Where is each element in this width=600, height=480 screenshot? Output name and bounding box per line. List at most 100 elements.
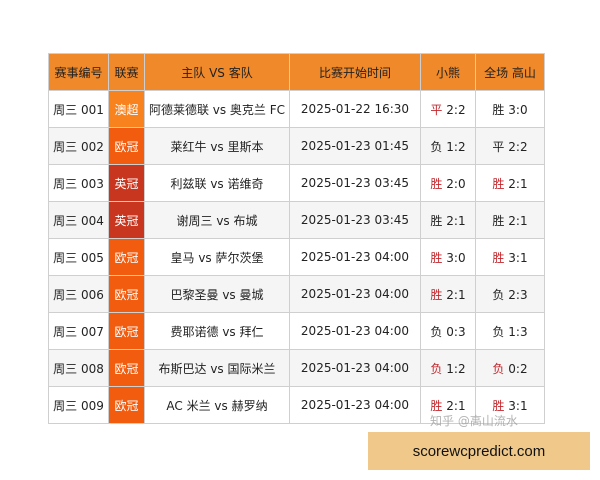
result-label: 平 xyxy=(492,139,505,154)
table-row: 周三 003 英冠 利兹联 vs 诺维奇 2025-01-23 03:45 胜 … xyxy=(48,164,545,202)
league-badge: 欧冠 xyxy=(108,127,145,165)
match-teams: 谢周三 vs 布城 xyxy=(144,201,290,239)
score: 2:2 xyxy=(508,139,528,154)
match-teams: 利兹联 vs 诺维奇 xyxy=(144,164,290,202)
gaoshan-result: 胜 2:1 xyxy=(475,201,545,239)
match-time: 2025-01-23 03:45 xyxy=(289,201,421,239)
match-id: 周三 004 xyxy=(48,201,109,239)
score: 2:0 xyxy=(446,176,466,191)
score: 2:3 xyxy=(508,287,528,302)
match-teams: AC 米兰 vs 赫罗纳 xyxy=(144,386,290,424)
match-time: 2025-01-23 04:00 xyxy=(289,312,421,350)
xiaoxiong-result: 负 1:2 xyxy=(420,349,476,387)
xiaoxiong-result: 胜 3:0 xyxy=(420,238,476,276)
gaoshan-result: 负 0:2 xyxy=(475,349,545,387)
xiaoxiong-result: 胜 2:0 xyxy=(420,164,476,202)
result-label: 胜 xyxy=(492,398,505,413)
match-teams: 莱红牛 vs 里斯本 xyxy=(144,127,290,165)
header-cell: 联赛 xyxy=(108,53,145,91)
table-row: 周三 004 英冠 谢周三 vs 布城 2025-01-23 03:45 胜 2… xyxy=(48,201,545,239)
table-row: 周三 005 欧冠 皇马 vs 萨尔茨堡 2025-01-23 04:00 胜 … xyxy=(48,238,545,276)
table-row: 周三 009 欧冠 AC 米兰 vs 赫罗纳 2025-01-23 04:00 … xyxy=(48,386,545,424)
score: 3:1 xyxy=(508,398,528,413)
header-cell: 全场 高山 xyxy=(475,53,545,91)
score: 1:2 xyxy=(446,139,466,154)
result-label: 胜 xyxy=(430,398,443,413)
xiaoxiong-result: 负 0:3 xyxy=(420,312,476,350)
match-id: 周三 009 xyxy=(48,386,109,424)
score: 1:2 xyxy=(446,361,466,376)
league-badge: 欧冠 xyxy=(108,386,145,424)
header-cell: 赛事编号 xyxy=(48,53,109,91)
score: 2:2 xyxy=(446,102,466,117)
score: 2:1 xyxy=(446,287,466,302)
result-label: 胜 xyxy=(492,102,505,117)
gaoshan-result: 平 2:2 xyxy=(475,127,545,165)
site-banner: scorewcpredict.com xyxy=(368,432,590,470)
score: 2:1 xyxy=(508,213,528,228)
score: 1:3 xyxy=(508,324,528,339)
league-badge: 英冠 xyxy=(108,201,145,239)
xiaoxiong-result: 胜 2:1 xyxy=(420,201,476,239)
league-badge: 欧冠 xyxy=(108,275,145,313)
result-label: 平 xyxy=(430,102,443,117)
header-cell: 比赛开始时间 xyxy=(289,53,421,91)
match-teams: 阿德莱德联 vs 奥克兰 FC xyxy=(144,90,290,128)
match-time: 2025-01-23 04:00 xyxy=(289,238,421,276)
score: 0:2 xyxy=(508,361,528,376)
result-label: 负 xyxy=(492,361,505,376)
score: 3:0 xyxy=(508,102,528,117)
result-label: 负 xyxy=(430,324,443,339)
header-cell: 小熊 xyxy=(420,53,476,91)
xiaoxiong-result: 胜 2:1 xyxy=(420,275,476,313)
match-id: 周三 005 xyxy=(48,238,109,276)
score: 2:1 xyxy=(446,213,466,228)
xiaoxiong-result: 负 1:2 xyxy=(420,127,476,165)
header-row: 赛事编号 联赛 主队 VS 客队 比赛开始时间 小熊 全场 高山 xyxy=(48,53,545,91)
result-label: 胜 xyxy=(430,176,443,191)
match-id: 周三 001 xyxy=(48,90,109,128)
result-label: 胜 xyxy=(492,213,505,228)
match-id: 周三 006 xyxy=(48,275,109,313)
league-badge: 欧冠 xyxy=(108,238,145,276)
match-id: 周三 002 xyxy=(48,127,109,165)
league-badge: 英冠 xyxy=(108,164,145,202)
result-label: 负 xyxy=(430,361,443,376)
match-teams: 皇马 vs 萨尔茨堡 xyxy=(144,238,290,276)
match-teams: 巴黎圣曼 vs 曼城 xyxy=(144,275,290,313)
table-row: 周三 006 欧冠 巴黎圣曼 vs 曼城 2025-01-23 04:00 胜 … xyxy=(48,275,545,313)
match-table: 赛事编号 联赛 主队 VS 客队 比赛开始时间 小熊 全场 高山 周三 001 … xyxy=(48,53,545,424)
gaoshan-result: 负 1:3 xyxy=(475,312,545,350)
table-row: 周三 007 欧冠 费耶诺德 vs 拜仁 2025-01-23 04:00 负 … xyxy=(48,312,545,350)
match-id: 周三 007 xyxy=(48,312,109,350)
score: 3:0 xyxy=(446,250,466,265)
match-time: 2025-01-23 01:45 xyxy=(289,127,421,165)
match-time: 2025-01-23 03:45 xyxy=(289,164,421,202)
league-badge: 欧冠 xyxy=(108,312,145,350)
result-label: 负 xyxy=(492,324,505,339)
table-row: 周三 001 澳超 阿德莱德联 vs 奥克兰 FC 2025-01-22 16:… xyxy=(48,90,545,128)
league-badge: 欧冠 xyxy=(108,349,145,387)
table-row: 周三 002 欧冠 莱红牛 vs 里斯本 2025-01-23 01:45 负 … xyxy=(48,127,545,165)
score: 2:1 xyxy=(446,398,466,413)
result-label: 胜 xyxy=(430,287,443,302)
match-id: 周三 003 xyxy=(48,164,109,202)
match-time: 2025-01-22 16:30 xyxy=(289,90,421,128)
zhihu-watermark: 知乎 @高山流水 xyxy=(430,414,518,428)
gaoshan-result: 胜 3:1 xyxy=(475,238,545,276)
header-cell: 主队 VS 客队 xyxy=(144,53,290,91)
match-time: 2025-01-23 04:00 xyxy=(289,349,421,387)
score: 3:1 xyxy=(508,250,528,265)
result-label: 胜 xyxy=(430,213,443,228)
result-label: 负 xyxy=(430,139,443,154)
result-label: 胜 xyxy=(492,176,505,191)
xiaoxiong-result: 平 2:2 xyxy=(420,90,476,128)
result-label: 胜 xyxy=(492,250,505,265)
result-label: 负 xyxy=(492,287,505,302)
league-badge: 澳超 xyxy=(108,90,145,128)
score: 2:1 xyxy=(508,176,528,191)
result-label: 胜 xyxy=(430,250,443,265)
xiaoxiong-result: 胜 2:1 xyxy=(420,386,476,424)
gaoshan-result: 胜 3:1 xyxy=(475,386,545,424)
gaoshan-result: 负 2:3 xyxy=(475,275,545,313)
